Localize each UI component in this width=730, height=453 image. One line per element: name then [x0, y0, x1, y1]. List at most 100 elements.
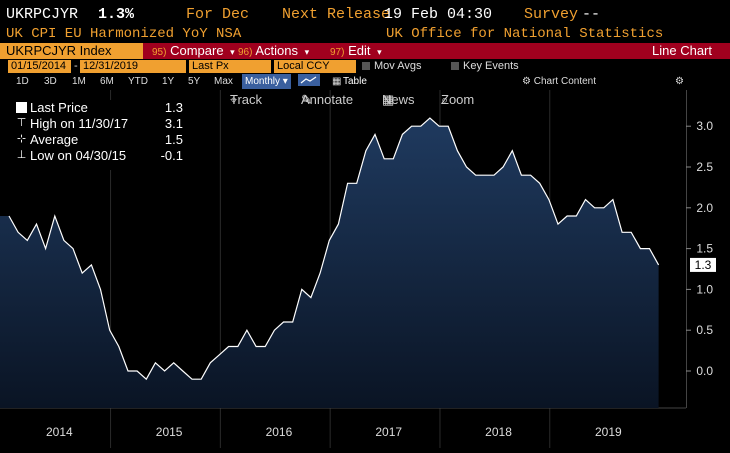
range-max[interactable]: Max	[214, 76, 233, 87]
periodicity-label: Monthly	[245, 76, 281, 87]
line-chart-icon[interactable]	[298, 74, 320, 91]
ticker-symbol: UKRPCJYR	[6, 6, 79, 23]
period-label: For Dec	[186, 6, 250, 23]
legend-average-value: 1.5	[164, 132, 183, 147]
range-1m[interactable]: 1M	[72, 76, 86, 87]
survey-label: Survey	[524, 6, 579, 23]
table-button[interactable]: Table	[343, 76, 367, 87]
ticker-input[interactable]: UKRPCJYR Index	[0, 43, 143, 59]
legend-low-label: Low on 04/30/15	[30, 148, 127, 163]
legend-average: ⊹ Average 1.5	[16, 132, 191, 148]
series-line	[8, 117, 660, 381]
news-icon: ▦	[382, 92, 395, 107]
last-value: 1.3%	[98, 6, 135, 23]
menu-bar: UKRPCJYR Index 95) Compare ▾ 96) Actions…	[0, 43, 730, 59]
checkbox-icon	[451, 62, 459, 71]
legend-low-value: -0.1	[160, 148, 183, 163]
white-square-icon	[16, 102, 27, 113]
legend-last-price-value: 1.3	[164, 100, 183, 115]
range-row: 1D 3D 1M 6M YTD 1Y 5Y Max Monthly ▾ ▦ Ta…	[0, 74, 730, 89]
crosshair-icon: ⌖	[230, 92, 238, 107]
compare-num: 95)	[152, 47, 167, 58]
range-5y[interactable]: 5Y	[188, 76, 201, 87]
magnifier-icon: ⌕	[441, 92, 449, 107]
chart-content-label: Chart Content	[533, 76, 597, 87]
y-tick-label: 0.0	[696, 364, 713, 378]
chevron-down-icon: ▾	[377, 47, 382, 57]
range-6m[interactable]: 6M	[100, 76, 114, 87]
area-fill	[0, 118, 659, 408]
field-selector[interactable]: Last Px	[189, 60, 271, 73]
line-chart[interactable]: 0.0 0.5 1.0 1.5 2.0 2.5 3.0 2014 2015 2016 2017 20…	[0, 90, 730, 448]
x-tick-label: 2016	[266, 425, 293, 439]
y-tick-label: 0.5	[696, 323, 713, 337]
x-tick-label: 2018	[485, 425, 512, 439]
chevron-down-icon: ▾	[304, 47, 310, 57]
key-events-label: Key Events	[463, 60, 519, 72]
chart-toolbar: ⌖ Track ✎ Annotate ▦ News ⌕ Zoom	[0, 92, 730, 108]
mov-avgs-label: Mov Avgs	[374, 60, 422, 72]
edit-label: Edit	[348, 43, 371, 58]
legend-last-price: Last Price 1.3	[16, 100, 191, 116]
edit-num: 97)	[330, 47, 345, 58]
legend-last-price-label: Last Price	[30, 100, 88, 115]
security-description: UK CPI EU Harmonized YoY NSA UK Office f…	[0, 26, 730, 42]
x-tick-label: 2014	[46, 425, 73, 439]
actions-button[interactable]: 96) Actions ▾	[238, 43, 309, 61]
table-icon[interactable]: ▦	[332, 76, 342, 87]
next-release-label: Next Release	[282, 6, 391, 23]
actions-num: 96)	[238, 47, 253, 58]
high-marker-icon: ⊤	[16, 117, 27, 129]
chevron-down-icon: ▾	[230, 47, 235, 57]
end-date-field[interactable]: 12/31/2019	[80, 60, 186, 73]
date-separator: -	[74, 60, 78, 72]
range-1d[interactable]: 1D	[16, 76, 29, 87]
settings-row: 01/15/2014 - 12/31/2019 Last Px Local CC…	[0, 60, 730, 73]
chart-legend: Last Price 1.3 ⊤ High on 11/30/17 3.1 ⊹ …	[16, 100, 191, 170]
checkbox-icon	[362, 62, 370, 71]
range-3d[interactable]: 3D	[44, 76, 57, 87]
source-text: UK Office for National Statistics	[386, 26, 664, 42]
edit-button[interactable]: 97) Edit ▾	[330, 43, 382, 61]
x-tick-label: 2015	[156, 425, 183, 439]
y-tick-label: 2.0	[696, 201, 713, 215]
annotate-label: Annotate	[301, 92, 354, 107]
compare-label: Compare	[170, 43, 224, 58]
news-label: News	[382, 92, 415, 107]
track-label: Track	[230, 92, 263, 107]
y-tick-label: 3.0	[696, 119, 713, 133]
y-tick-label: 2.5	[696, 160, 713, 174]
legend-low: ⊥ Low on 04/30/15 -0.1	[16, 148, 191, 164]
x-tick-label: 2017	[375, 425, 402, 439]
mov-avgs-toggle[interactable]: Mov Avgs	[362, 60, 422, 73]
y-tick-label: 1.0	[696, 282, 713, 296]
chart-area: 0.0 0.5 1.0 1.5 2.0 2.5 3.0 2014 2015 2016 2017 20…	[0, 90, 730, 448]
survey-value: --	[582, 6, 601, 23]
x-tick-label: 2019	[595, 425, 622, 439]
key-events-toggle[interactable]: Key Events	[451, 60, 519, 73]
legend-high-label: High on 11/30/17	[30, 116, 129, 131]
currency-selector[interactable]: Local CCY	[274, 60, 356, 73]
last-value-tag-label: 1.3	[695, 258, 712, 272]
last-value-tag	[690, 257, 716, 272]
range-1y[interactable]: 1Y	[162, 76, 175, 87]
periodicity-selector[interactable]: Monthly ▾	[242, 74, 291, 89]
description-text: UK CPI EU Harmonized YoY NSA	[6, 26, 242, 42]
zoom-label: Zoom	[441, 92, 475, 107]
pencil-icon: ✎	[301, 92, 312, 107]
security-header: UKRPCJYR 1.3% For Dec Next Release 19 Fe…	[0, 6, 730, 26]
chart-type-label[interactable]: Line Chart	[652, 43, 712, 58]
next-release-value: 19 Feb 04:30	[384, 6, 493, 23]
legend-high: ⊤ High on 11/30/17 3.1	[16, 116, 191, 132]
start-date-field[interactable]: 01/15/2014	[8, 60, 71, 73]
chart-content-icon: ⚙	[522, 76, 531, 87]
average-marker-icon: ⊹	[16, 133, 27, 145]
actions-label: Actions	[255, 43, 298, 58]
chart-content-button[interactable]: ⚙ Chart Content	[522, 74, 596, 89]
legend-average-label: Average	[30, 132, 79, 147]
legend-high-value: 3.1	[164, 116, 183, 131]
y-tick-label: 1.5	[696, 242, 713, 256]
settings-gear-icon[interactable]: ⚙	[675, 76, 684, 87]
range-ytd[interactable]: YTD	[128, 76, 148, 87]
compare-button[interactable]: 95) Compare ▾	[152, 43, 235, 61]
